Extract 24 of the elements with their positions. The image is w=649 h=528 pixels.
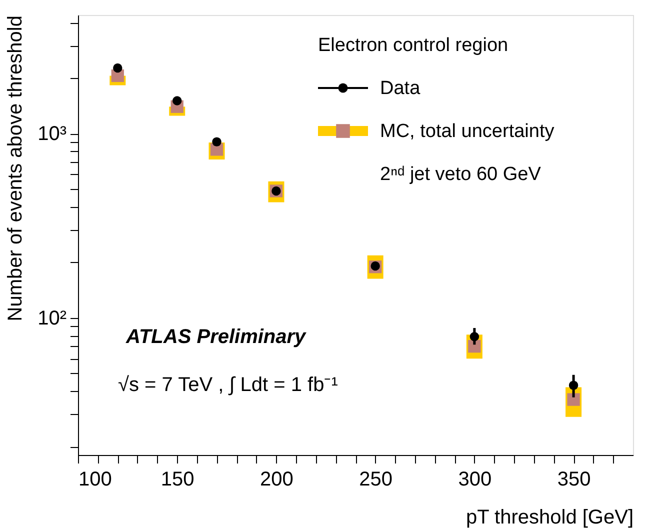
annotation: √s = 7 TeV , ∫ Ldt = 1 fb⁻¹ bbox=[118, 374, 338, 396]
legend-label: MC, total uncertainty bbox=[380, 121, 555, 142]
point bbox=[370, 261, 380, 271]
annotation: 2ⁿᵈ jet veto 60 GeV bbox=[380, 164, 542, 185]
x-tick-label: 100 bbox=[78, 468, 112, 490]
point bbox=[568, 380, 578, 390]
x-tick-label: 200 bbox=[260, 468, 294, 490]
legend-title: Electron control region bbox=[318, 35, 508, 56]
x-tick-label: 350 bbox=[557, 468, 591, 490]
x-axis-title: pT threshold [GeV] bbox=[466, 506, 634, 528]
point bbox=[212, 137, 222, 146]
point bbox=[172, 96, 182, 106]
x-tick-label: 250 bbox=[359, 468, 393, 490]
y-tick-label: 10² bbox=[38, 307, 67, 330]
legend-label: Data bbox=[380, 78, 421, 99]
point bbox=[470, 332, 480, 342]
x-tick-label: 150 bbox=[160, 468, 194, 490]
y-tick-label: 10³ bbox=[38, 123, 67, 146]
point bbox=[113, 63, 122, 73]
annotation: ATLAS Preliminary bbox=[125, 326, 307, 348]
point bbox=[468, 340, 481, 353]
point bbox=[567, 393, 580, 406]
y-axis-title: Number of events above threshold bbox=[4, 16, 27, 322]
x-tick-label: 300 bbox=[458, 468, 492, 490]
